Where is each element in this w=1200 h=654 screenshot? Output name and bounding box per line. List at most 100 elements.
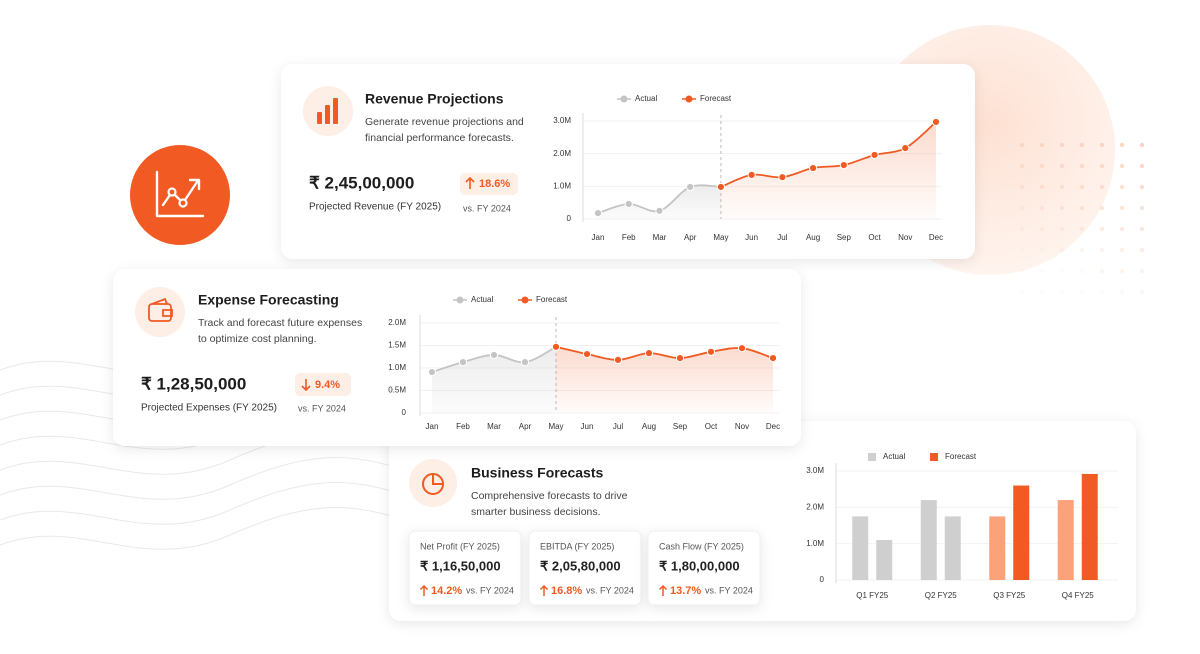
change-pill — [460, 173, 518, 195]
legend-label: Forecast — [945, 452, 977, 461]
bg-dot — [1019, 268, 1025, 274]
legend-swatch-dot — [685, 95, 693, 103]
bg-dot — [1119, 163, 1125, 169]
metric-label: EBITDA (FY 2025) — [540, 541, 614, 551]
bg-dot — [1119, 268, 1125, 274]
point — [768, 354, 778, 363]
x-tick-label: Mar — [487, 422, 501, 431]
bg-dot — [1039, 268, 1045, 274]
bg-dot — [1079, 268, 1085, 274]
x-tick-label: Sep — [837, 233, 852, 242]
bg-dot — [1079, 289, 1085, 295]
metric-card: Net Profit (FY 2025) ₹ 1,16,50,000 14.2% vs… — [408, 530, 522, 606]
legend-swatch-dot — [521, 296, 529, 304]
legend-swatch-dot — [620, 95, 628, 103]
bg-dot — [1139, 142, 1145, 148]
up-arrow — [658, 584, 668, 596]
bar — [920, 500, 937, 580]
bg-dot — [1119, 205, 1125, 211]
bar-icon — [317, 98, 338, 124]
x-tick-label: Q1 FY25 — [856, 591, 889, 600]
point — [644, 349, 654, 358]
bg-dot — [1059, 268, 1065, 274]
legend-label: Actual — [635, 94, 657, 103]
bg-dot — [1099, 268, 1105, 274]
x-tick-label: May — [713, 233, 728, 242]
bg-dot — [1099, 247, 1105, 253]
x-tick-label: Aug — [642, 422, 656, 431]
bg-dot — [1139, 163, 1145, 169]
point — [686, 182, 695, 192]
bg-dot — [1039, 226, 1045, 232]
area — [556, 346, 773, 413]
x-tick-label: Apr — [519, 422, 532, 431]
revenue-card: Revenue Projections Generate revenue pro… — [281, 64, 975, 259]
metric-card: Cash Flow (FY 2025) ₹ 1,80,00,000 13.7% vs.… — [647, 530, 761, 606]
point — [624, 199, 633, 209]
x-tick-label: Dec — [929, 233, 943, 242]
x-tick-label: Apr — [684, 233, 697, 242]
bg-dot — [1059, 247, 1065, 253]
down-arrow — [301, 379, 311, 392]
area — [598, 185, 721, 219]
point — [551, 342, 561, 351]
change-value: 18.6% — [479, 178, 510, 190]
line-chart: 0 1.0M 2.0M 3.0M Actual Forecast Jan Feb Mar Apr M… — [553, 94, 943, 242]
bg-dot — [1119, 142, 1125, 148]
card-title: Revenue Projections — [365, 91, 504, 107]
legend-swatch-dot — [456, 296, 464, 304]
x-tick-label: Jun — [745, 233, 758, 242]
kpi-label: Projected Expenses (FY 2025) — [141, 403, 277, 414]
bg-dot — [1119, 184, 1125, 190]
comparison: vs. FY 2024 — [298, 403, 346, 413]
point — [778, 173, 787, 182]
point — [427, 367, 437, 377]
bg-dot — [1139, 289, 1145, 295]
point — [839, 161, 848, 170]
y-tick-label: 3.0M — [806, 466, 824, 475]
point — [593, 209, 603, 218]
bg-dot — [1099, 226, 1105, 232]
expense-card: Expense Forecasting Track and forecast f… — [113, 269, 801, 446]
y-tick-label: 0 — [567, 214, 572, 223]
point — [747, 170, 756, 179]
bg-dots — [1019, 142, 1145, 295]
x-tick-label: Jul — [613, 422, 623, 431]
x-tick-label: Nov — [735, 422, 749, 431]
bg-dot — [1079, 205, 1085, 211]
wallet-icon — [148, 297, 173, 322]
bg-dot — [1119, 247, 1125, 253]
x-tick-label: Nov — [898, 233, 912, 242]
y-tick-label: 2.0M — [806, 502, 824, 511]
legend-label: Actual — [883, 452, 905, 461]
x-tick-label: May — [548, 422, 563, 431]
point — [489, 350, 499, 360]
bar — [1057, 500, 1074, 580]
bg-dot — [1079, 163, 1085, 169]
y-tick-label: 0 — [820, 575, 825, 584]
bg-dot — [1019, 226, 1025, 232]
point — [520, 358, 530, 367]
up-arrow — [465, 176, 475, 189]
bg-dot — [1059, 142, 1065, 148]
bg-dot — [1039, 142, 1045, 148]
metric-bg — [528, 530, 642, 606]
area — [720, 121, 936, 219]
x-tick-label: Oct — [705, 422, 718, 431]
x-tick-label: Jan — [426, 422, 439, 431]
point — [901, 144, 910, 153]
card-icon-bg — [135, 287, 185, 337]
card-description: Comprehensive forecasts to drive — [471, 490, 628, 502]
x-tick-label: Mar — [653, 233, 667, 242]
comparison: vs. FY 2024 — [463, 203, 511, 213]
point — [582, 349, 592, 359]
x-tick-label: Q2 FY25 — [925, 591, 958, 600]
bg-dot — [1039, 289, 1045, 295]
bg-dot — [1019, 142, 1025, 148]
x-tick-label: Aug — [806, 233, 820, 242]
metric-change: 14.2% — [431, 585, 462, 597]
bar-chart: 0 1.0M 2.0M 3.0M Actual Forecast Q1 FY25 Q2 FY2… — [806, 452, 1118, 600]
bg-dot — [1079, 142, 1085, 148]
bg-dot — [1019, 163, 1025, 169]
